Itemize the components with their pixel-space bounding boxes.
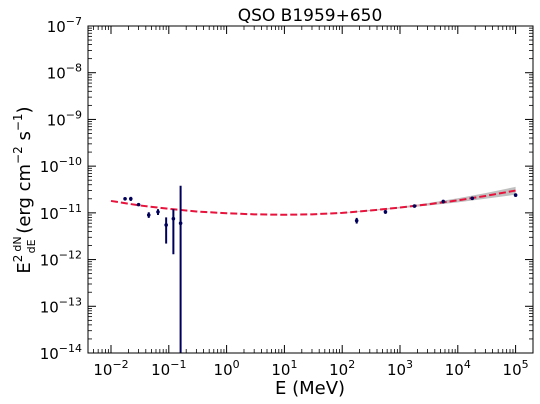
data-point-10 bbox=[383, 210, 388, 214]
y-tick-label-3: 10−11 bbox=[40, 202, 82, 223]
x-tick-exp: 3 bbox=[406, 358, 413, 371]
y-tick-exp: −12 bbox=[59, 249, 82, 262]
data-point-8 bbox=[178, 185, 183, 353]
data-point-2 bbox=[128, 196, 133, 201]
y-tick-exp: −9 bbox=[66, 108, 82, 121]
marker-12 bbox=[441, 199, 446, 204]
y-tick-label-1: 10−13 bbox=[40, 295, 82, 316]
x-tick-label-7: 105 bbox=[503, 358, 529, 379]
marker-3 bbox=[136, 202, 141, 207]
x-tick-exp: −2 bbox=[112, 358, 128, 371]
y-label-prefix-exp: 2 bbox=[11, 255, 25, 263]
y-tick-label-6: 10−8 bbox=[47, 62, 82, 83]
data-point-6 bbox=[164, 217, 168, 244]
x-tick-label-5: 103 bbox=[387, 358, 413, 379]
data-point-11 bbox=[412, 204, 417, 208]
y-tick-label-4: 10−10 bbox=[40, 155, 82, 176]
marker-9 bbox=[354, 218, 359, 223]
y-tick-base: 10 bbox=[47, 111, 66, 129]
x-tick-base: 10 bbox=[445, 361, 464, 379]
y-tick-exp: −11 bbox=[59, 202, 82, 215]
data-points-layer bbox=[123, 185, 518, 353]
x-tick-base: 10 bbox=[214, 361, 233, 379]
y-tick-base: 10 bbox=[47, 65, 66, 83]
y-tick-base: 10 bbox=[40, 158, 59, 176]
y-label-units-close: ) bbox=[14, 106, 35, 113]
y-tick-label-0: 10−14 bbox=[40, 342, 82, 363]
y-label-units-exp2: −1 bbox=[11, 113, 25, 131]
x-tick-base: 10 bbox=[93, 361, 112, 379]
y-label-units-mid: s bbox=[14, 131, 35, 146]
x-tick-exp: −1 bbox=[170, 358, 186, 371]
plot-frame bbox=[87, 25, 534, 354]
x-tick-label-1: 10−1 bbox=[151, 358, 186, 379]
x-tick-exp: 2 bbox=[348, 358, 355, 371]
y-tick-base: 10 bbox=[40, 298, 59, 316]
x-tick-exp: 4 bbox=[464, 358, 471, 371]
x-tick-label-3: 101 bbox=[271, 358, 297, 379]
x-tick-exp: 5 bbox=[522, 358, 529, 371]
x-tick-base: 10 bbox=[329, 361, 348, 379]
x-tick-base: 10 bbox=[387, 361, 406, 379]
y-tick-base: 10 bbox=[40, 205, 59, 223]
x-tick-base: 10 bbox=[151, 361, 170, 379]
x-axis-label: E (MeV) bbox=[275, 378, 345, 399]
data-point-3 bbox=[136, 202, 141, 207]
y-tick-base: 10 bbox=[47, 18, 66, 36]
y-tick-exp: −13 bbox=[59, 295, 82, 308]
x-tick-label-0: 10−2 bbox=[93, 358, 128, 379]
model-curve bbox=[110, 189, 516, 216]
marker-10 bbox=[383, 210, 388, 214]
marker-13 bbox=[470, 196, 475, 201]
data-point-4 bbox=[146, 212, 151, 218]
marker-7 bbox=[171, 216, 176, 221]
marker-5 bbox=[156, 210, 160, 214]
x-tick-label-2: 100 bbox=[214, 358, 240, 379]
data-point-1 bbox=[123, 196, 127, 201]
model-curve-layer bbox=[110, 189, 516, 216]
data-point-12 bbox=[441, 199, 446, 204]
y-tick-base: 10 bbox=[40, 252, 59, 270]
x-ticks-layer: 10−2 10−1 100 101 102 103 104 105 bbox=[87, 26, 534, 379]
marker-14 bbox=[513, 193, 518, 197]
data-point-14 bbox=[513, 193, 518, 197]
y-tick-exp: −10 bbox=[59, 155, 82, 168]
y-label-units-open: (erg cm bbox=[14, 164, 35, 239]
x-tick-exp: 0 bbox=[233, 358, 240, 371]
x-tick-exp: 1 bbox=[290, 358, 297, 371]
x-tick-label-6: 104 bbox=[445, 358, 471, 379]
data-point-9 bbox=[354, 217, 359, 224]
x-tick-base: 10 bbox=[503, 361, 522, 379]
data-point-7 bbox=[171, 209, 176, 255]
y-tick-exp: −14 bbox=[59, 342, 82, 355]
marker-2 bbox=[128, 196, 133, 201]
marker-6 bbox=[164, 223, 168, 227]
marker-11 bbox=[412, 204, 417, 208]
marker-4 bbox=[146, 213, 151, 217]
y-label-units-exp1: −2 bbox=[11, 146, 25, 164]
y-tick-label-7: 10−7 bbox=[47, 15, 82, 36]
marker-8 bbox=[178, 221, 183, 226]
y-tick-exp: −8 bbox=[66, 62, 82, 75]
y-tick-label-2: 10−12 bbox=[40, 249, 82, 270]
y-tick-base: 10 bbox=[40, 345, 59, 363]
chart-title: QSO B1959+650 bbox=[238, 6, 383, 26]
y-label-prefix: E bbox=[14, 262, 35, 273]
x-tick-base: 10 bbox=[271, 361, 290, 379]
y-tick-label-5: 10−9 bbox=[47, 108, 82, 129]
y-axis-label: E2 dNdE (erg cm−2 s−1) bbox=[11, 106, 38, 273]
data-point-13 bbox=[470, 196, 475, 201]
y-label-frac-num: dN bbox=[11, 236, 24, 251]
y-label-frac-den: dE bbox=[25, 239, 38, 253]
y-tick-exp: −7 bbox=[66, 15, 82, 28]
data-point-5 bbox=[156, 209, 160, 215]
x-tick-label-4: 102 bbox=[329, 358, 355, 379]
marker-1 bbox=[123, 196, 127, 201]
